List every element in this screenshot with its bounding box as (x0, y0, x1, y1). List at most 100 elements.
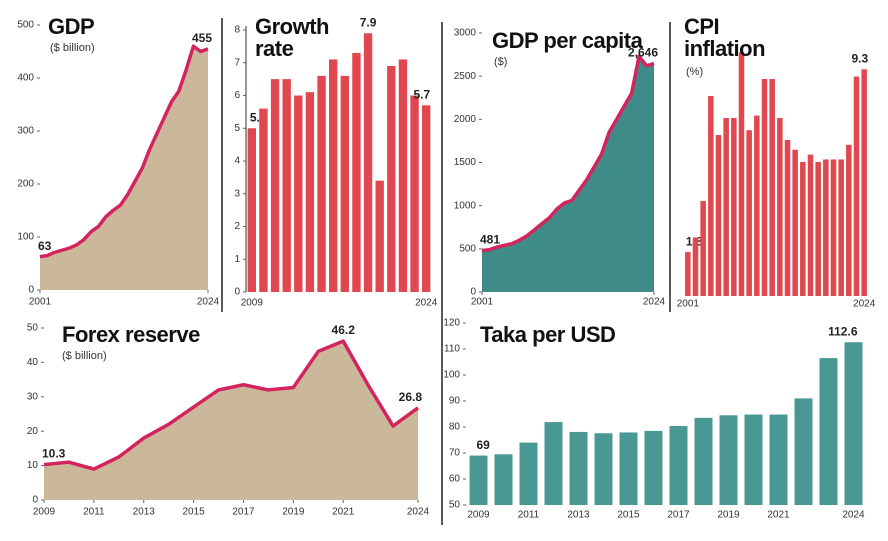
y-tick-label: 0 (32, 495, 38, 506)
y-tick-label: 20 (27, 426, 39, 437)
y-tick-label: 500 (459, 243, 476, 254)
area (40, 46, 208, 291)
chart-title: CPI inflation (684, 14, 766, 61)
y-tick-label: 80 (449, 422, 461, 433)
x-tick-label: 2001 (29, 297, 52, 308)
y-tick-label: 120 (443, 318, 460, 329)
bar (387, 66, 396, 293)
bar (846, 144, 852, 296)
x-tick-label: 2015 (617, 510, 640, 521)
y-tick-label: 90 (449, 396, 461, 407)
bar (494, 454, 513, 505)
bar (644, 430, 663, 505)
bar (340, 75, 349, 292)
bar (692, 237, 699, 296)
bar (375, 180, 384, 292)
bar (305, 92, 315, 292)
x-tick-label: 2024 (415, 298, 438, 309)
bar (761, 79, 768, 296)
value-label: 10.3 (42, 447, 66, 461)
line (39, 44, 209, 259)
bar (544, 422, 563, 505)
y-tick-label: 70 (449, 448, 461, 459)
y-tick-label: 1000 (454, 200, 477, 211)
bar (853, 76, 860, 296)
y-tick-label: 0 (28, 285, 34, 296)
value-label: 455 (192, 31, 212, 45)
area (44, 341, 418, 500)
x-tick-label: 2024 (853, 299, 876, 310)
value-label: 69 (477, 438, 491, 452)
x-tick-label: 2024 (842, 510, 865, 521)
bar (410, 95, 419, 292)
y-tick-label: 50 (449, 500, 461, 511)
bar (363, 33, 373, 293)
chart-title: GDP (48, 14, 95, 39)
bar (815, 161, 821, 296)
x-tick-label: 2009 (467, 510, 490, 521)
value-label: 112.6 (828, 324, 858, 338)
value-label: 9.3 (851, 51, 868, 65)
bar (861, 69, 867, 296)
chart-title: GDP per capita (492, 28, 643, 53)
y-tick-label: 8 (234, 25, 240, 36)
y-tick-label: 30 (27, 391, 39, 402)
y-tick-label: 110 (444, 344, 460, 355)
x-tick-label: 2019 (282, 507, 305, 518)
chart-title: Taka per USD (480, 322, 616, 347)
y-tick-label: 4 (234, 156, 240, 167)
chart-subtitle: ($ billion) (50, 42, 95, 54)
bar (422, 105, 431, 292)
y-tick-label: 2500 (454, 71, 477, 82)
bar (352, 52, 361, 292)
bar (819, 358, 838, 505)
value-label: 2,646 (628, 46, 658, 60)
bar (830, 159, 837, 296)
y-tick-label: 40 (27, 357, 39, 368)
bar (694, 417, 713, 505)
bar (769, 414, 788, 505)
y-tick-label: 50 (27, 323, 39, 334)
bar (398, 59, 408, 292)
bar (719, 415, 738, 505)
bar (723, 118, 729, 297)
value-label: 7.9 (360, 15, 377, 29)
bar (519, 442, 538, 505)
x-tick-label: 2011 (518, 510, 540, 521)
bar (807, 154, 814, 296)
y-tick-label: 5 (234, 123, 240, 134)
x-tick-label: 2015 (182, 507, 205, 518)
bar (329, 59, 338, 292)
y-tick-label: 2000 (454, 114, 477, 125)
x-tick-label: 2009 (33, 507, 56, 518)
value-label: 46.2 (332, 323, 356, 337)
bar (317, 75, 326, 292)
y-tick-label: 1500 (454, 157, 477, 168)
bar (685, 252, 691, 296)
x-tick-label: 2024 (407, 507, 430, 518)
y-tick-label: 100 (17, 232, 34, 243)
bar (746, 130, 752, 296)
y-tick-label: 200 (17, 179, 34, 190)
bar (669, 425, 688, 505)
bar (769, 79, 775, 296)
x-tick-label: 2011 (83, 507, 105, 518)
value-label: 26.8 (399, 390, 423, 404)
bar (838, 159, 844, 296)
x-tick-label: 2009 (241, 298, 264, 309)
value-label: 63 (38, 239, 52, 253)
y-tick-label: 3 (234, 188, 240, 199)
bar (777, 118, 783, 297)
y-tick-label: 100 (443, 370, 460, 381)
bar (800, 161, 806, 296)
value-label: 5.7 (414, 87, 431, 101)
bar (282, 79, 291, 292)
bar (270, 79, 280, 292)
bar (744, 414, 763, 505)
y-tick-label: 60 (449, 474, 461, 485)
chart-subtitle: (%) (686, 66, 704, 78)
line (43, 339, 420, 471)
line (481, 54, 655, 253)
